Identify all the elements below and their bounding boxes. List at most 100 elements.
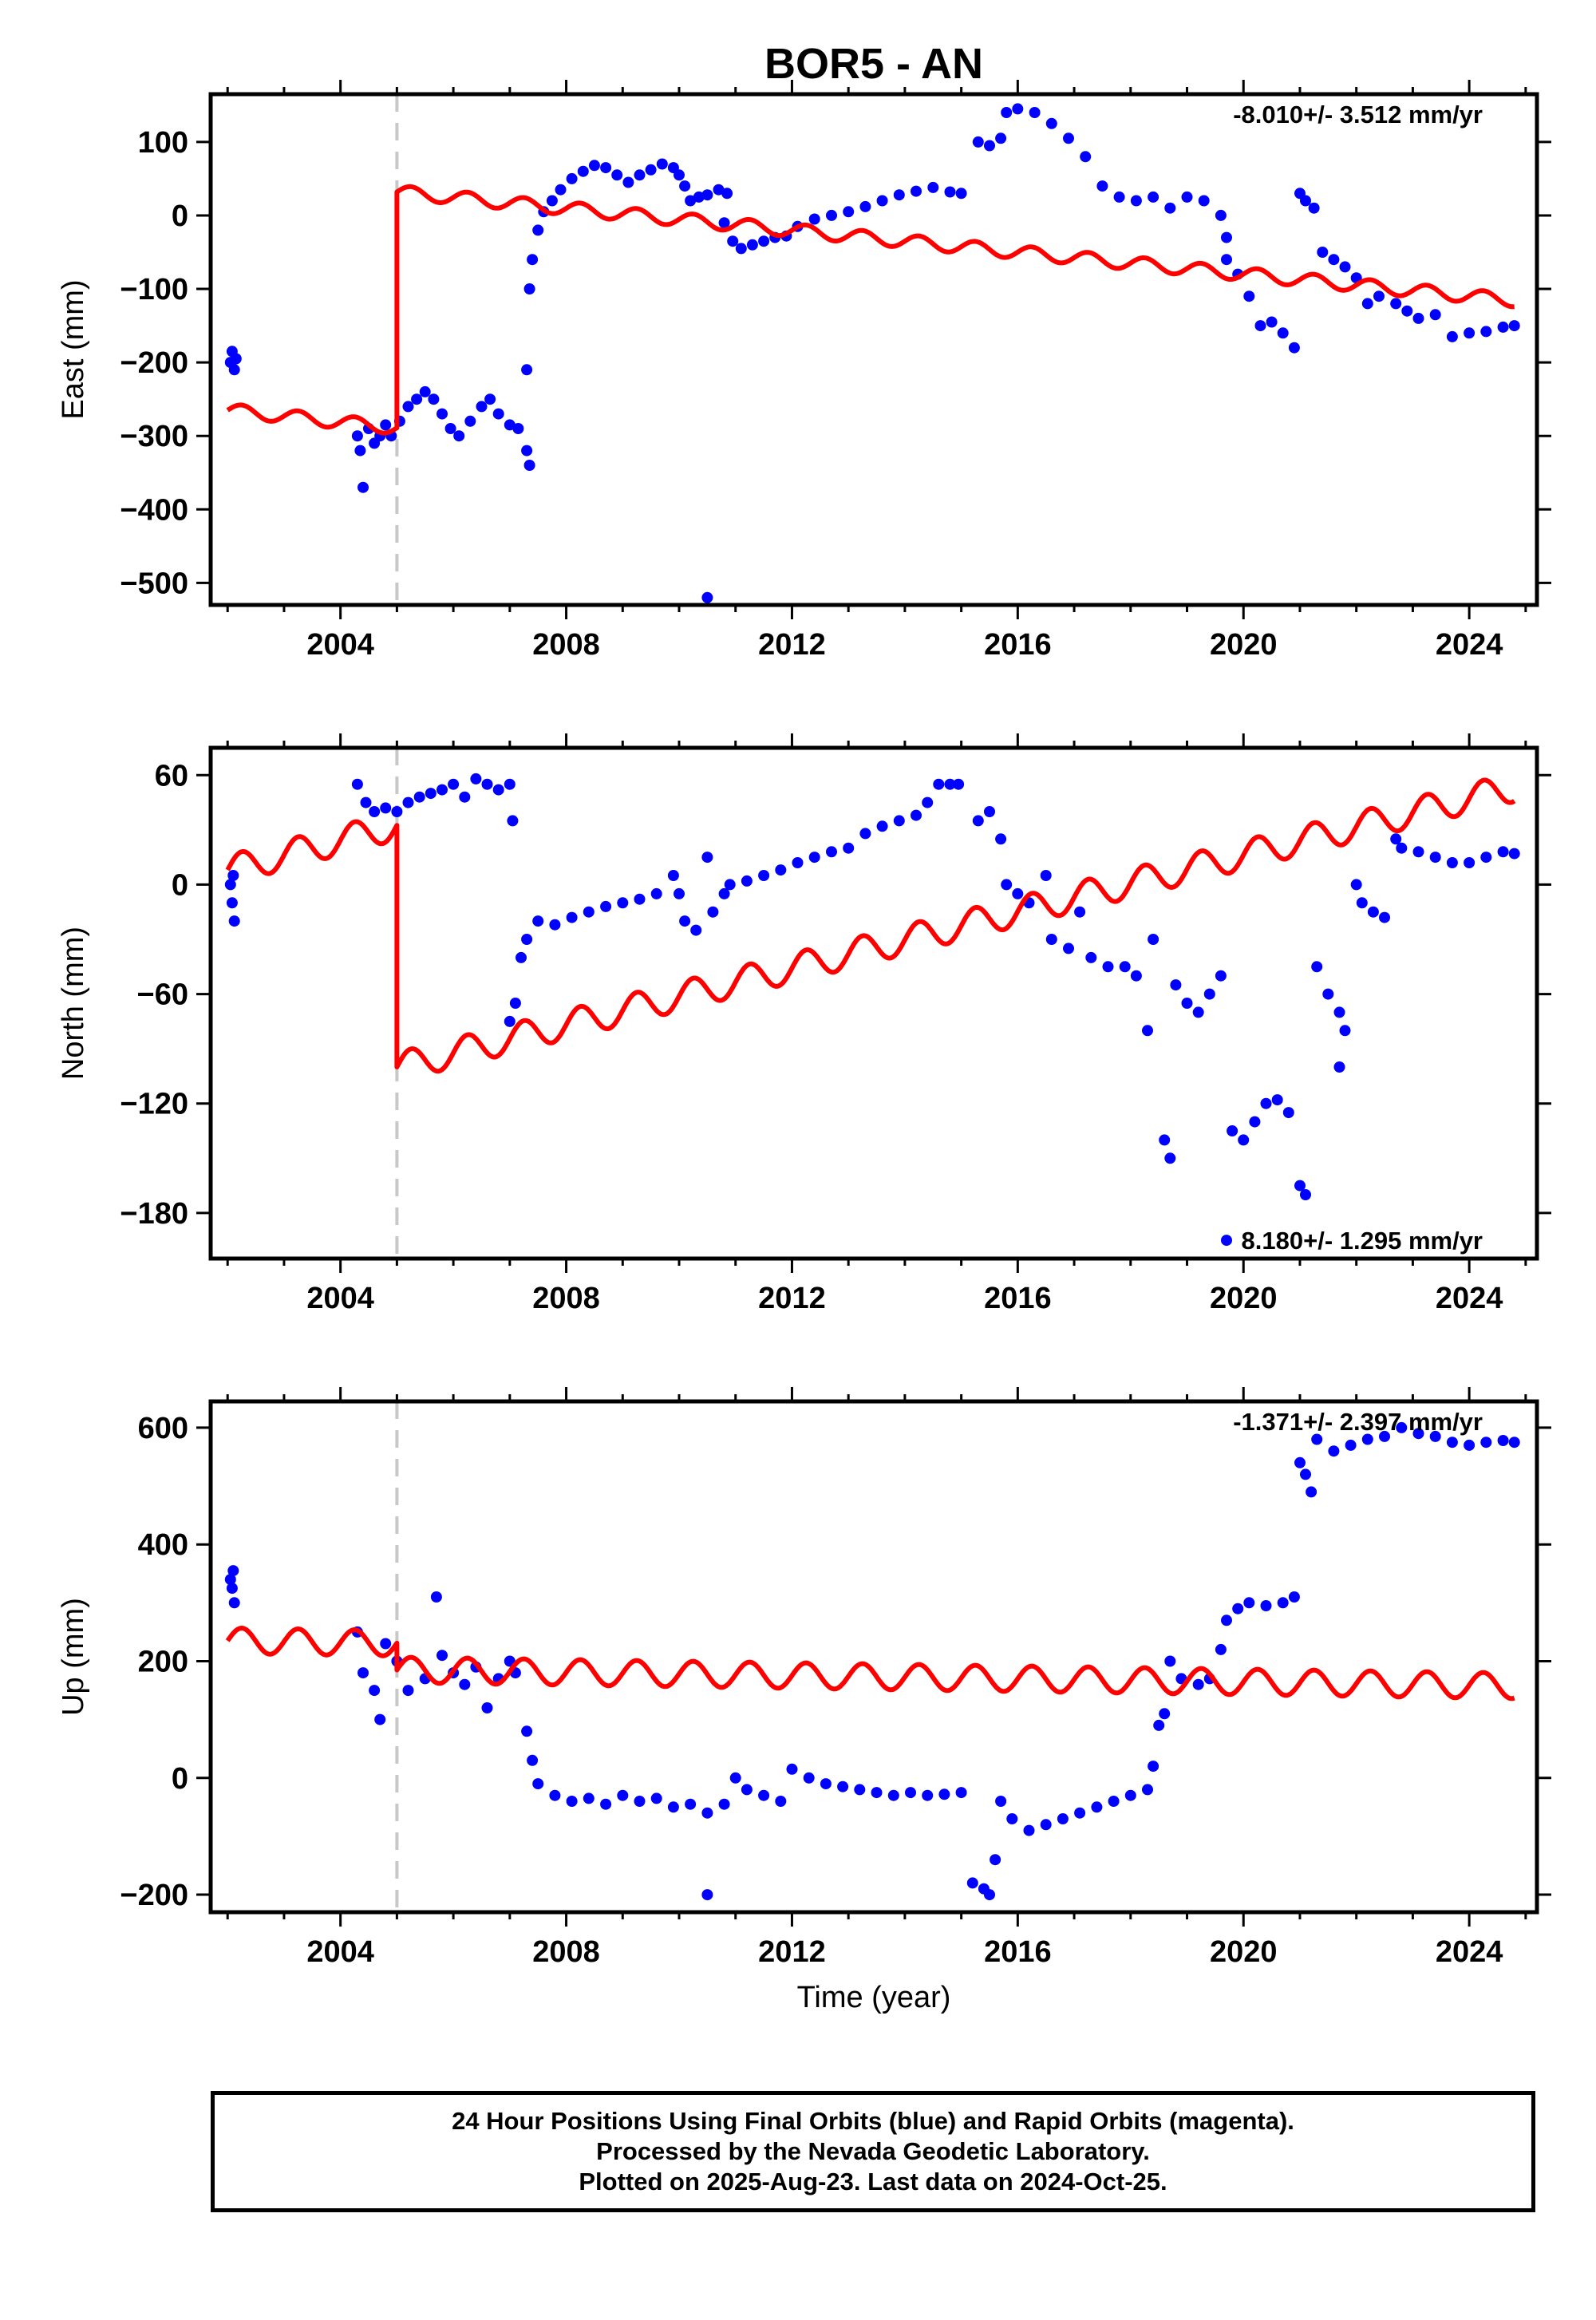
up-point-29 [634,1796,646,1807]
east-point-47 [685,195,697,207]
up-point-79 [1294,1456,1306,1468]
east-point-111 [1480,326,1492,338]
east-point-82 [1130,195,1142,207]
up-point-87 [1396,1421,1408,1433]
east-x-tick-label-2004: 2004 [306,628,374,662]
up-y-tick-label-200: 200 [138,1645,188,1678]
east-point-83 [1148,191,1159,203]
north-point-18 [504,778,516,790]
east-point-79 [1080,151,1092,163]
up-x-tick-label-2016: 2016 [984,1935,1052,1969]
east-point-27 [523,460,535,471]
east-point-45 [674,169,685,181]
east-point-99 [1317,247,1329,258]
north-point-72 [1164,1152,1176,1164]
east-point-70 [955,188,967,200]
east-point-103 [1361,298,1373,310]
up-point-82 [1311,1433,1323,1445]
north-point-62 [1045,934,1057,945]
north-point-90 [1339,1025,1351,1037]
north-point-65 [1085,951,1097,963]
north-point-79 [1227,1125,1238,1136]
east-point-105 [1390,298,1402,310]
east-points [224,103,1520,603]
north-point-70 [1148,934,1159,945]
north-point-15 [470,773,482,785]
up-y-tick-label-400: 400 [138,1528,188,1562]
north-point-43 [792,857,804,868]
up-point-34 [701,1889,713,1901]
north-point-80 [1238,1134,1250,1146]
east-point-108 [1429,309,1441,321]
up-point-68 [1164,1655,1176,1667]
north-point-59 [1012,887,1024,899]
east-point-87 [1215,209,1227,221]
north-point-61 [1040,870,1052,881]
north-point-38 [718,887,730,899]
up-point-37 [741,1784,753,1796]
north-point-64 [1074,906,1086,918]
north-point-89 [1333,1006,1345,1018]
east-point-41 [634,169,646,181]
up-point-50 [955,1787,967,1799]
north-point-78 [1221,1235,1232,1247]
north-point-20 [504,1015,516,1027]
up-y-tick-label-0: 0 [172,1762,188,1796]
up-point-41 [803,1772,815,1784]
east-point-88 [1221,231,1232,243]
up-y-axis-label: Up (mm) [57,1598,90,1716]
footer-line-1: 24 Hour Positions Using Final Orbits (bl… [452,2107,1294,2135]
east-point-49 [701,189,713,201]
north-point-37 [707,906,719,918]
up-point-12 [430,1591,442,1603]
east-point-104 [1373,290,1385,302]
east-point-20 [464,415,476,427]
north-point-49 [893,815,905,827]
north-point-44 [808,852,820,864]
north-point-50 [911,809,922,821]
up-point-56 [1006,1813,1018,1824]
east-point-84 [1164,202,1176,214]
east-point-94 [1277,327,1289,339]
east-point-26 [521,445,533,456]
north-point-53 [944,778,956,790]
east-point-13 [402,401,414,413]
east-point-42 [645,164,657,176]
up-point-42 [820,1778,832,1790]
up-point-67 [1159,1708,1171,1720]
up-point-72 [1215,1643,1227,1655]
east-x-tick-label-2008: 2008 [532,628,600,662]
up-point-33 [701,1807,713,1819]
east-point-57 [758,235,770,247]
up-point-43 [837,1781,849,1792]
north-point-73 [1170,979,1182,991]
north-point-56 [984,806,995,817]
up-point-24 [549,1789,561,1801]
north-point-33 [674,887,685,899]
north-point-27 [583,906,595,918]
north-point-6 [369,806,381,817]
up-point-45 [871,1787,883,1799]
up-point-62 [1108,1796,1120,1807]
north-point-82 [1260,1097,1272,1109]
east-point-66 [893,189,905,201]
north-point-36 [701,852,713,864]
north-point-63 [1063,943,1074,954]
east-point-38 [600,162,612,174]
north-point-75 [1192,1006,1204,1018]
north-point-52 [933,778,945,790]
north-point-92 [1350,879,1362,891]
up-point-81 [1306,1486,1317,1498]
north-point-103 [1497,846,1509,858]
up-point-78 [1288,1591,1300,1603]
north-point-91 [1333,1061,1345,1073]
up-point-28 [617,1789,629,1801]
east-point-98 [1308,202,1320,214]
east-point-112 [1497,321,1509,333]
north-point-57 [995,833,1007,845]
east-point-113 [1508,320,1520,332]
east-point-28 [521,364,533,376]
north-point-83 [1271,1094,1283,1106]
north-x-tick-label-2004: 2004 [306,1282,374,1315]
